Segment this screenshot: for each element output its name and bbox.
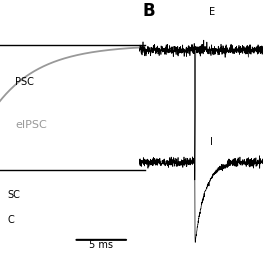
Text: eIPSC: eIPSC	[15, 120, 47, 130]
Text: SC: SC	[7, 190, 20, 200]
Text: PSC: PSC	[15, 77, 34, 88]
Text: 5 ms: 5 ms	[89, 240, 113, 250]
Text: B: B	[142, 3, 155, 21]
Text: C: C	[7, 215, 14, 225]
Text: E: E	[209, 7, 215, 18]
Text: I: I	[210, 137, 213, 148]
